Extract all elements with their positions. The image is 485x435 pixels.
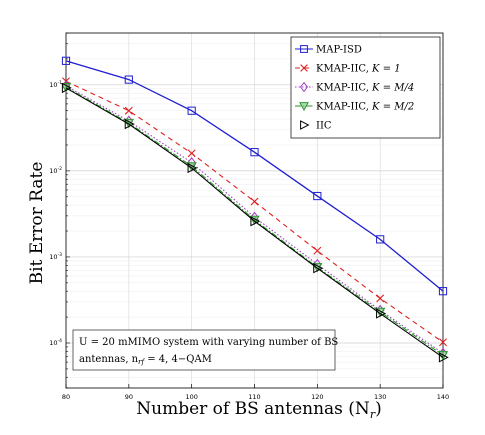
marker-x-stroke xyxy=(300,64,308,72)
legend-entry-4: KMAP-IIC, K = M/2 xyxy=(295,102,414,113)
y-tick-label-base: 10 xyxy=(49,81,57,89)
data-point xyxy=(313,263,324,274)
series-1 xyxy=(61,56,448,296)
legend-entry-2: KMAP-IIC, K = 1 xyxy=(295,64,401,75)
series-line xyxy=(65,60,444,292)
x-axis-label-sub: r xyxy=(370,408,376,421)
data-point xyxy=(376,308,386,319)
y-tick-label-base: 10 xyxy=(49,253,57,261)
marker-x-stroke xyxy=(250,197,259,206)
legend-label-math: K = M/4 xyxy=(371,83,414,94)
data-point xyxy=(313,246,322,255)
data-point xyxy=(250,197,259,206)
y-axis-label: Bit Error Rate xyxy=(27,162,47,285)
annotation-box: U = 20 mMIMO system with varying number … xyxy=(72,329,338,371)
marker-x-stroke xyxy=(439,338,447,347)
legend-label-math: K = M/2 xyxy=(371,102,414,113)
annotation-line-2-main: antennas, n xyxy=(79,354,139,365)
x-axis-label-main: Number of BS antennas (N xyxy=(136,399,370,419)
x-axis-label-end: ) xyxy=(375,399,382,419)
marker-diamond xyxy=(299,81,309,93)
data-point xyxy=(438,287,448,296)
legend-label-text: KMAP-IIC, xyxy=(316,83,372,94)
marker-square xyxy=(300,45,308,53)
legend-box xyxy=(290,36,441,139)
legend-entry-3: KMAP-IIC, K = M/4 xyxy=(295,81,414,94)
marker-triangle-right xyxy=(300,120,310,130)
data-point xyxy=(313,191,322,201)
x-tick-label: 80 xyxy=(62,393,70,401)
x-tick-label: 130 xyxy=(374,393,386,401)
data-point xyxy=(124,75,133,84)
marker-x-stroke xyxy=(313,246,322,255)
data-point xyxy=(61,82,72,94)
annotation-line-2-end: = 4, 4−QAM xyxy=(144,354,212,365)
legend-label: KMAP-IIC, K = 1 xyxy=(316,64,401,75)
data-point xyxy=(250,148,259,157)
data-point xyxy=(187,106,196,115)
y-tick-label-exp: -3 xyxy=(58,252,63,258)
annotation-line-2: antennas, nrf = 4, 4−QAM xyxy=(79,354,212,366)
y-tick-label: 10-1 xyxy=(49,80,62,89)
data-point xyxy=(376,294,385,303)
data-point xyxy=(187,149,196,158)
x-tick-label: 110 xyxy=(248,393,260,401)
x-axis-label: Number of BS antennas (Nr) xyxy=(136,399,381,421)
series-layer xyxy=(60,56,449,363)
legend-label-text: MAP-ISD xyxy=(316,45,362,56)
marker-x-stroke xyxy=(124,106,133,115)
y-tick-label-exp: -4 xyxy=(58,338,63,344)
data-point xyxy=(250,216,261,227)
y-tick-label: 10-3 xyxy=(49,252,62,261)
x-tick-label: 140 xyxy=(437,393,449,401)
annotation-line-1: U = 20 mMIMO system with varying number … xyxy=(79,337,338,348)
data-point xyxy=(61,56,71,65)
legend-entry-5: IIC xyxy=(300,120,332,132)
legend-label-text: KMAP-IIC, xyxy=(316,64,372,75)
data-point xyxy=(438,352,449,363)
series-5 xyxy=(61,82,449,363)
legend-label-math: K = 1 xyxy=(371,64,401,75)
y-tick-label-base: 10 xyxy=(49,339,57,347)
y-tick-label-exp: -2 xyxy=(58,166,63,172)
data-point xyxy=(60,83,72,93)
marker-x-stroke xyxy=(187,149,196,158)
y-tick-label: 10-2 xyxy=(49,166,62,175)
marker-x-stroke xyxy=(376,294,385,303)
legend-label: KMAP-IIC, K = M/2 xyxy=(316,102,414,113)
marker-x xyxy=(300,64,308,72)
x-tick-label: 120 xyxy=(311,393,323,401)
data-point xyxy=(187,162,198,174)
annotation-frame xyxy=(72,329,336,371)
y-tick-label: 10-4 xyxy=(49,338,62,347)
data-point xyxy=(124,118,135,130)
marker-triangle-down xyxy=(299,102,309,112)
x-tick-label: 100 xyxy=(185,393,197,401)
y-tick-label-base: 10 xyxy=(49,167,57,175)
legend-entry-1: MAP-ISD xyxy=(295,45,362,56)
data-point xyxy=(376,235,385,244)
legend-label-text: IIC xyxy=(316,121,332,132)
series-line xyxy=(65,87,444,358)
legend-label: IIC xyxy=(316,121,332,132)
legend-label: MAP-ISD xyxy=(316,45,362,56)
legend-label-text: KMAP-IIC, xyxy=(316,102,372,113)
x-tick-label: 90 xyxy=(125,393,133,401)
data-point xyxy=(124,106,133,115)
legend-label: KMAP-IIC, K = M/4 xyxy=(316,83,414,94)
y-tick-label-exp: -1 xyxy=(58,80,63,86)
data-point xyxy=(439,338,447,347)
annotation-line-2-sub: rf xyxy=(138,358,145,366)
